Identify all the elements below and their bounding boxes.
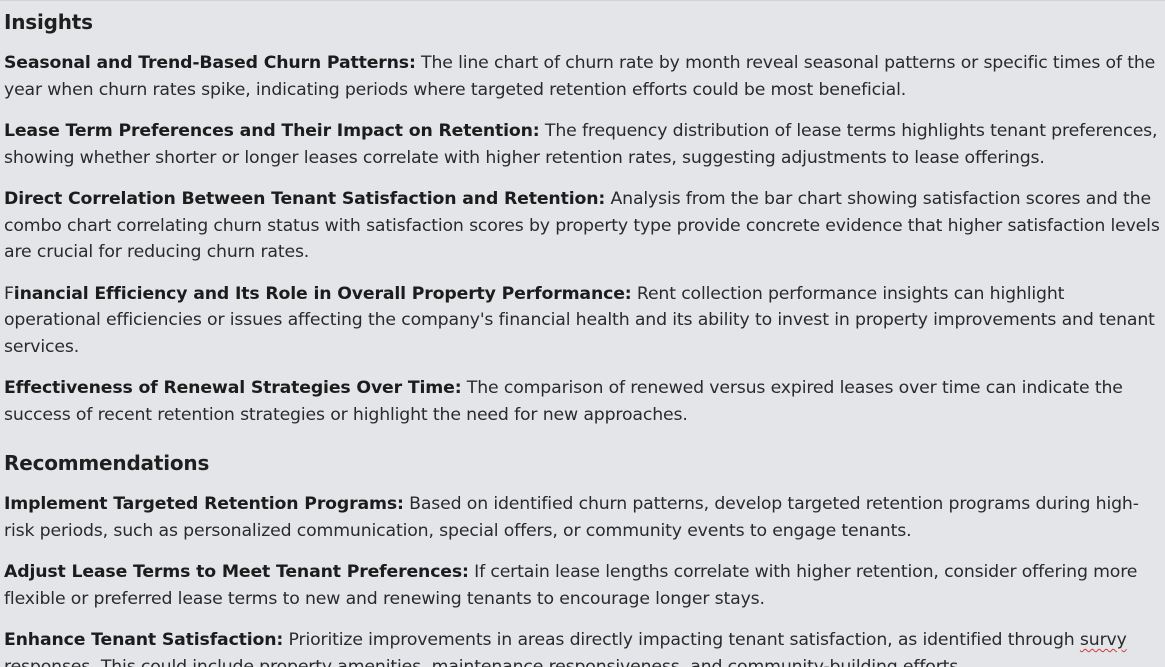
recommendations-heading: Recommendations — [4, 451, 210, 475]
insight-item: Financial Efficiency and Its Role in Ove… — [4, 281, 1165, 361]
insight-item: Seasonal and Trend-Based Churn Patterns:… — [4, 50, 1165, 103]
recommendations-section: Recommendations Implement Targeted Reten… — [4, 450, 1165, 667]
insight-item: Effectiveness of Renewal Strategies Over… — [4, 375, 1165, 428]
recommendation-title: Enhance Tenant Satisfaction: — [4, 630, 284, 650]
insight-text: The frequency distribution of lease term… — [4, 121, 1158, 168]
insight-text: The line chart of churn rate by month re… — [4, 53, 1156, 100]
recommendation-title: Implement Targeted Retention Programs: — [4, 494, 404, 514]
recommendation-item: Implement Targeted Retention Programs: B… — [4, 491, 1165, 544]
insight-title: Direct Correlation Between Tenant Satisf… — [4, 189, 606, 209]
insight-text: The comparison of renewed versus expired… — [4, 378, 1123, 425]
insight-title: inancial Efficiency and Its Role in Over… — [13, 283, 632, 304]
recommendation-text: Based on identified churn patterns, deve… — [4, 494, 1139, 541]
insights-heading: Insights — [4, 10, 93, 34]
misspelled-word[interactable]: survy — [1079, 630, 1127, 650]
insight-title: Lease Term Preferences and Their Impact … — [4, 121, 540, 141]
recommendation-text: Prioritize improvements in areas directl… — [283, 630, 1080, 650]
recommendation-text-end: responses. This could include property a… — [4, 656, 964, 667]
insight-item: Direct Correlation Between Tenant Satisf… — [4, 186, 1165, 266]
recommendation-item: Adjust Lease Terms to Meet Tenant Prefer… — [4, 559, 1165, 612]
insight-text: Rent collection performance insights can… — [4, 283, 1155, 357]
recommendation-text: If certain lease lengths correlate with … — [4, 562, 1138, 609]
insight-title: Effectiveness of Renewal Strategies Over… — [4, 378, 462, 398]
insight-item: Lease Term Preferences and Their Impact … — [4, 118, 1165, 171]
insight-title: Seasonal and Trend-Based Churn Patterns: — [4, 53, 416, 73]
recommendation-item: Enhance Tenant Satisfaction: Prioritize … — [4, 627, 1165, 667]
insight-title-prefix: F — [4, 283, 14, 304]
insight-text: Analysis from the bar chart showing sati… — [4, 189, 1160, 262]
insights-section: Insights Seasonal and Trend-Based Churn … — [4, 9, 1165, 428]
recommendation-title: Adjust Lease Terms to Meet Tenant Prefer… — [4, 562, 469, 582]
